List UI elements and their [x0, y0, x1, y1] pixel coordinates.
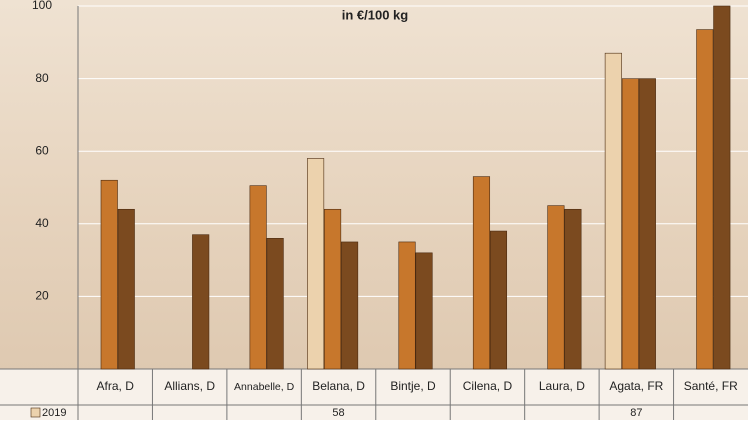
x-tick-label: Laura, D: [539, 379, 585, 393]
bar: [547, 205, 565, 370]
bar: [604, 52, 622, 370]
bar: [341, 241, 359, 370]
x-tick-label: Cilena, D: [463, 379, 513, 393]
y-tick-label: 100: [32, 0, 52, 12]
table-value: 87: [630, 407, 642, 419]
bar: [307, 158, 325, 370]
x-tick-label: Santé, FR: [684, 379, 738, 393]
x-tick-label: Agata, FR: [609, 379, 663, 393]
y-tick-label: -: [40, 361, 44, 375]
y-tick-label: 40: [35, 216, 49, 230]
bar: [696, 29, 714, 370]
bar: [324, 208, 342, 370]
bar: [249, 185, 267, 370]
bar: [415, 252, 433, 370]
y-tick-label: 60: [35, 143, 49, 157]
bar: [713, 5, 731, 370]
bar: [192, 234, 210, 370]
y-tick-label: 20: [35, 289, 49, 303]
x-tick-label: Afra, D: [97, 379, 135, 393]
x-tick-label: Bintje, D: [390, 379, 436, 393]
bar: [266, 238, 284, 370]
bar: [638, 78, 656, 370]
bar: [100, 179, 118, 370]
y-tick-label: 80: [35, 71, 49, 85]
table-background: [0, 369, 748, 420]
x-tick-label: Belana, D: [312, 379, 365, 393]
bar: [117, 208, 135, 370]
bar: [489, 230, 508, 370]
bar: [472, 176, 491, 370]
bar: [621, 78, 639, 370]
bar: [564, 208, 582, 370]
legend-label: 2019: [42, 407, 66, 419]
x-tick-label: Annabelle, D: [234, 381, 295, 393]
table-value: 58: [332, 407, 344, 419]
legend-swatch: [30, 407, 41, 418]
chart-subtitle: in €/100 kg: [342, 7, 409, 22]
bar: [398, 241, 416, 370]
x-tick-label: Allians, D: [164, 379, 215, 393]
